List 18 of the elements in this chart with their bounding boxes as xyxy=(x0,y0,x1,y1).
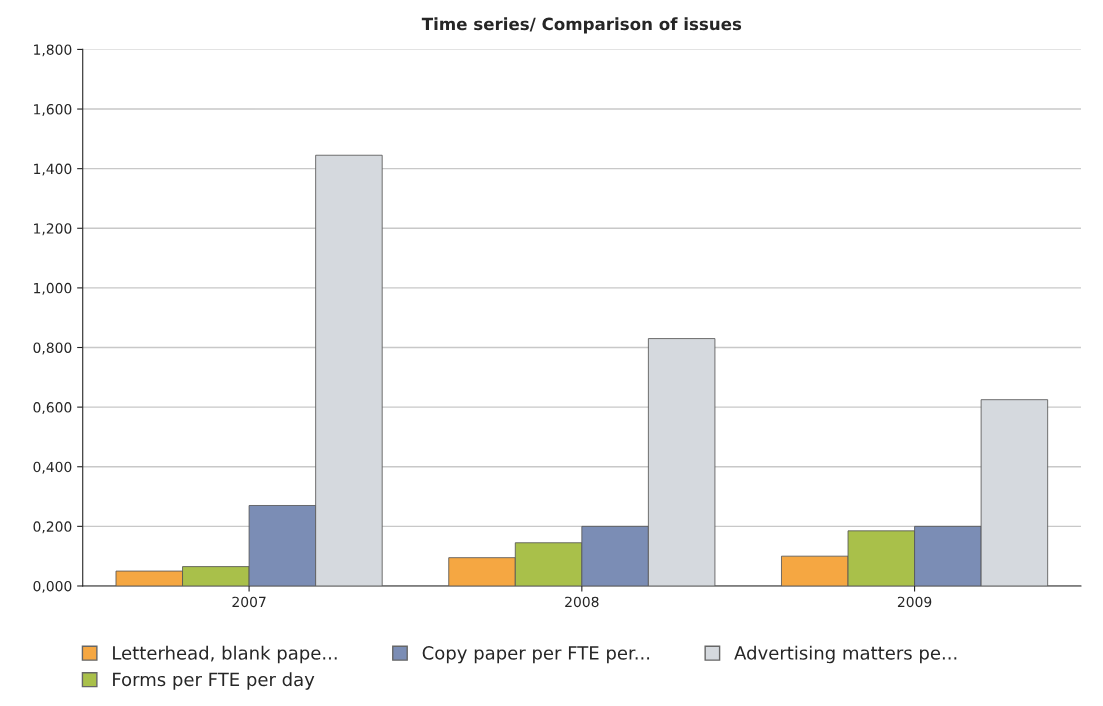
x-tick-label: 2007 xyxy=(232,596,266,608)
y-tick-label: 1,800 xyxy=(34,44,72,57)
y-tick-label: 0,600 xyxy=(33,402,72,415)
y-tick-label: 0,200 xyxy=(33,521,72,534)
y-tick-label: 1,000 xyxy=(34,282,72,295)
x-tick-label: 2009 xyxy=(897,596,932,608)
y-tick-label: 0,000 xyxy=(33,580,72,593)
legend-label: Letterhead, blank pape... xyxy=(113,645,337,664)
y-tick-label: 1,600 xyxy=(34,104,72,116)
legend-label: Copy paper per FTE per... xyxy=(422,646,650,664)
y-tick-label: 0,400 xyxy=(33,461,72,474)
legend-label: Advertising matters pe... xyxy=(734,645,957,664)
legend-label: Forms per FTE per day xyxy=(113,672,315,690)
chart-title: Time series/ Comparison of issues xyxy=(421,17,742,34)
y-tick-label: 1,400 xyxy=(34,163,72,176)
y-tick-label: 1,200 xyxy=(34,223,72,236)
x-tick-label: 2008 xyxy=(565,596,599,608)
y-tick-label: 0,800 xyxy=(33,342,72,355)
